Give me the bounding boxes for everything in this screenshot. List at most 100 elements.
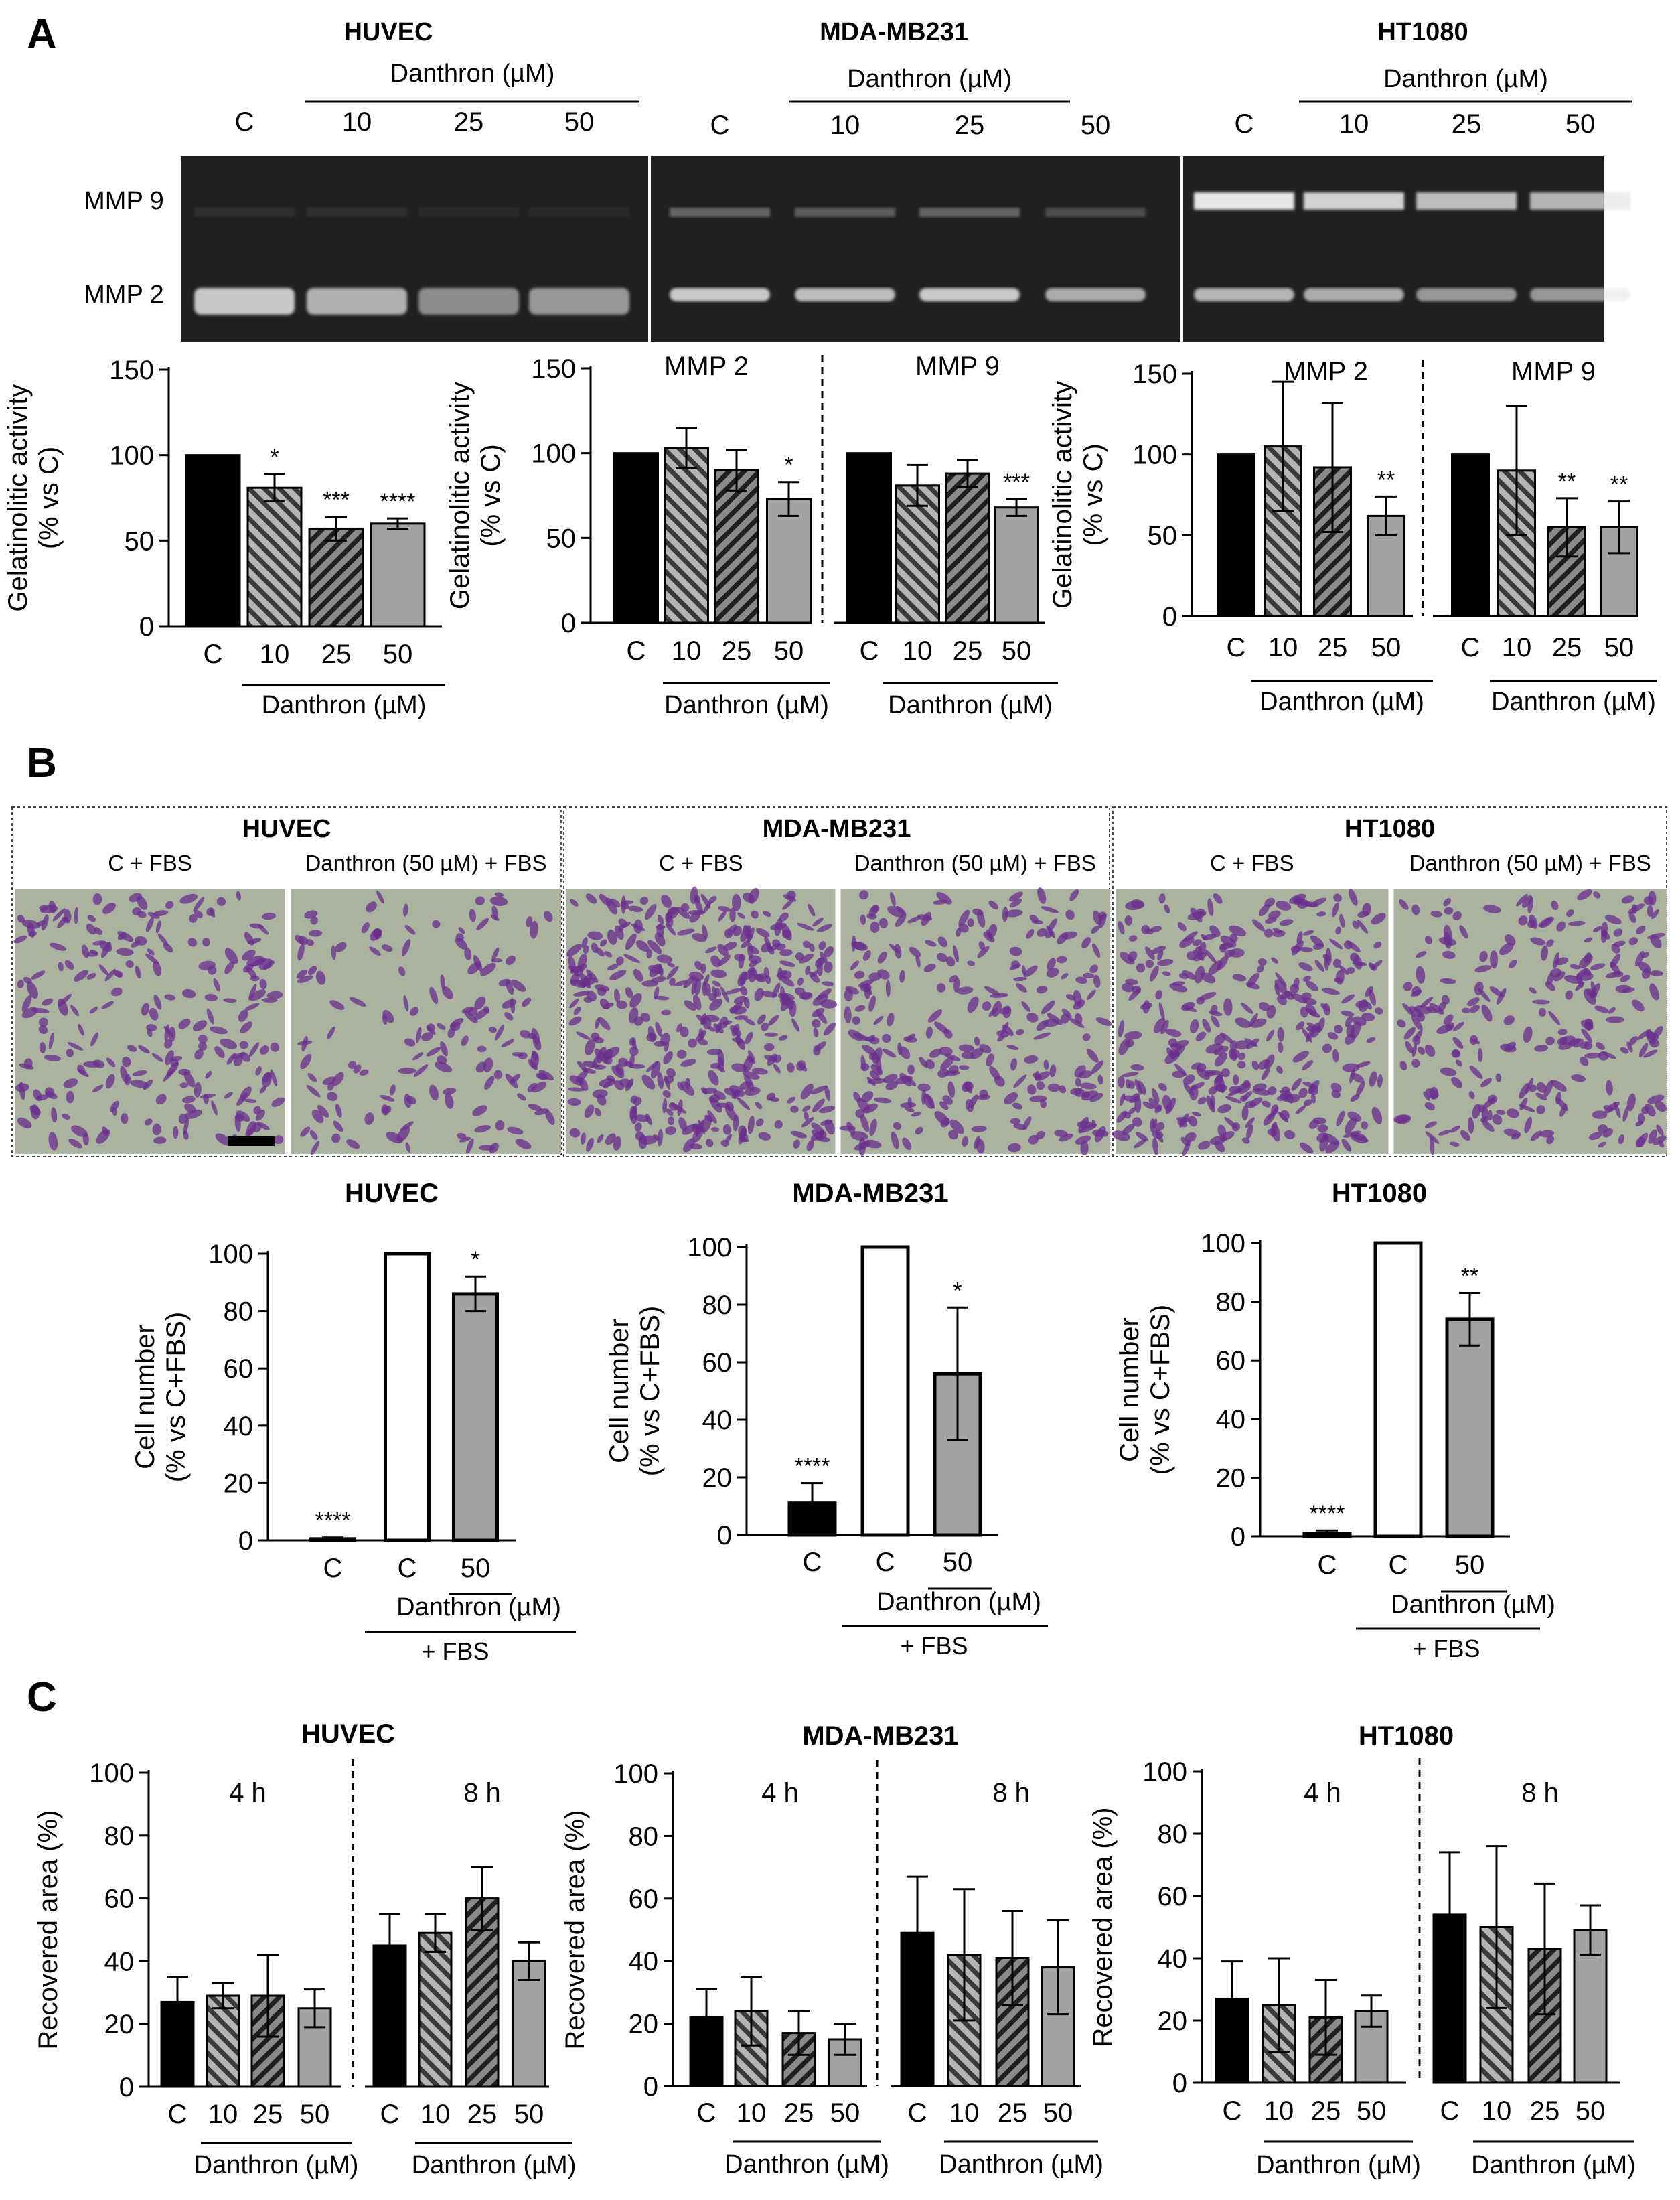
stained-cell (501, 1039, 515, 1047)
stained-cell (106, 1057, 116, 1068)
significance-mark: * (471, 1247, 479, 1272)
stained-cell (986, 930, 992, 940)
stained-cell (1016, 983, 1027, 993)
stained-cell (1399, 899, 1409, 910)
stained-cell (1322, 988, 1340, 995)
stained-cell (1347, 1111, 1361, 1122)
stained-cell (599, 998, 610, 1010)
mmp2-band (919, 288, 1020, 301)
significance-mark: **** (315, 1508, 351, 1534)
y-axis-label: Recovered area (%) (560, 1810, 590, 2050)
stained-cell (868, 972, 881, 982)
x-tick-label: 50 (774, 636, 804, 666)
stained-cell (58, 993, 72, 1007)
stained-cell (967, 918, 974, 928)
stained-cell (1468, 1116, 1474, 1134)
stained-cell (1532, 999, 1550, 1005)
stained-cell (335, 1104, 342, 1118)
stained-cell (1563, 975, 1582, 984)
stained-cell (17, 980, 24, 988)
stained-cell (1119, 1093, 1126, 1106)
stained-cell (1509, 960, 1517, 968)
stained-cell (1638, 1043, 1649, 1057)
stained-cell (692, 1126, 704, 1143)
stained-cell (1495, 1073, 1502, 1082)
stained-cell (639, 897, 649, 905)
stained-cell (940, 1056, 954, 1070)
stained-cell (1556, 921, 1566, 932)
stained-cell (137, 911, 147, 918)
stained-cell (1613, 928, 1623, 937)
stained-cell (1478, 1104, 1486, 1113)
mmp2-band (418, 288, 519, 315)
stained-cell (181, 1096, 196, 1104)
stained-cell (98, 964, 108, 976)
micrograph-panel-mda-mb231: MDA-MB231 C + FBS Danthron (50 µM) + FBS (563, 806, 1113, 1157)
stained-cell (474, 996, 486, 1010)
x-tick-label: 25 (467, 2100, 498, 2129)
stained-cell (1424, 936, 1433, 944)
y-axis-label: (% vs C) (476, 444, 506, 546)
stained-cell (1250, 1018, 1267, 1028)
stained-cell (883, 1074, 898, 1084)
stained-cell (1543, 1080, 1553, 1098)
stained-cell (921, 1090, 926, 1105)
stained-cell (1492, 1114, 1503, 1125)
stained-cell (213, 978, 220, 992)
stained-cell (1653, 1135, 1667, 1145)
stained-cell (1570, 964, 1581, 970)
stained-cell (1397, 1019, 1406, 1028)
stained-cell (603, 1047, 620, 1059)
stained-cell (1496, 1110, 1506, 1115)
stained-cell (543, 911, 553, 922)
stained-cell (483, 1057, 493, 1073)
stained-cell (1027, 1084, 1037, 1095)
stained-cell (1029, 1095, 1047, 1102)
stained-cell (982, 1001, 992, 1011)
stained-cell (603, 1056, 613, 1065)
stained-cell (988, 900, 998, 910)
stained-cell (999, 1007, 1012, 1015)
stained-cell (893, 1122, 902, 1130)
stained-cell (545, 1110, 555, 1125)
stained-cell (203, 1094, 209, 1104)
stained-cell (17, 1117, 32, 1128)
stained-cell (1087, 1049, 1099, 1063)
stained-cell (1310, 1023, 1321, 1038)
stained-cell (917, 914, 933, 921)
stained-cell (795, 952, 804, 961)
bar (308, 527, 364, 628)
stained-cell (194, 1082, 202, 1098)
danthron-label: Danthron (µM) (1259, 688, 1424, 716)
stained-cell (1024, 1055, 1039, 1064)
stained-cell (1133, 1139, 1146, 1149)
stained-cell (1581, 1028, 1593, 1043)
stained-cell (882, 1049, 897, 1058)
stained-cell (1160, 1019, 1169, 1035)
bar (734, 2010, 769, 2087)
stained-cell (151, 1053, 163, 1062)
danthron-label: Danthron (µM) (1471, 2151, 1636, 2179)
stained-cell (1285, 1093, 1300, 1103)
stained-cell (757, 1014, 766, 1025)
stained-cell (1021, 965, 1026, 976)
x-tick-label: 25 (998, 2098, 1028, 2128)
stained-cell (144, 1118, 153, 1126)
stained-cell (569, 998, 579, 1009)
y-tick-label: 150 (1132, 360, 1177, 389)
mmp2-band (670, 288, 770, 301)
stained-cell (511, 979, 526, 992)
stained-cell (474, 1125, 491, 1133)
stained-cell (310, 1141, 320, 1155)
stained-cell (152, 1123, 161, 1136)
stained-cell (1438, 1130, 1452, 1136)
stained-cell (599, 1078, 616, 1087)
stained-cell (432, 920, 441, 928)
stained-cell (1628, 912, 1636, 924)
danthron-label: Danthron (µM) (1491, 688, 1656, 716)
stained-cell (153, 995, 162, 1010)
stained-cell (270, 1069, 278, 1086)
stained-cell (710, 969, 727, 978)
stained-cell (512, 1051, 524, 1057)
mmp2-band (1194, 288, 1294, 301)
